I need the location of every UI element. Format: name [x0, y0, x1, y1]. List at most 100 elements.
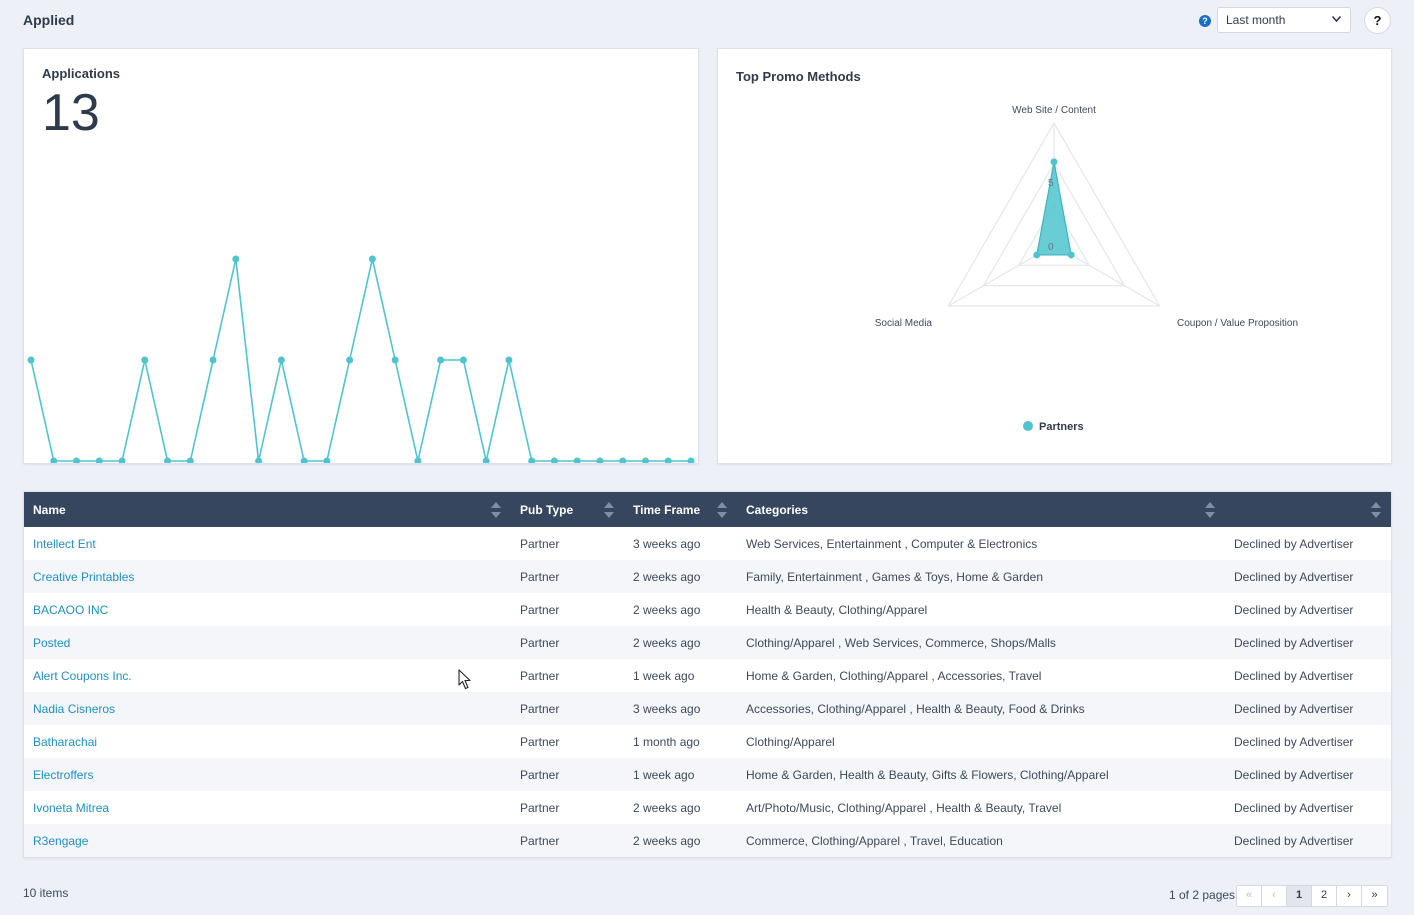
table-row[interactable]: R3engage Partner 2 weeks ago Commerce, Clot…	[24, 824, 1391, 857]
applications-point-23[interactable]	[550, 457, 558, 465]
table-row[interactable]: BACAOO INC Partner 2 weeks ago Health & Bea…	[24, 593, 1391, 626]
radar-point-1[interactable]	[1067, 251, 1075, 259]
applications-point-20[interactable]	[482, 457, 490, 465]
partner-name-link[interactable]: Electroffers	[33, 767, 94, 782]
applications-point-12[interactable]	[300, 457, 308, 465]
applications-point-14[interactable]	[346, 356, 354, 364]
chart-legend-partners[interactable]: Partners	[1023, 421, 1084, 433]
column-header-0[interactable]: Name	[24, 492, 511, 527]
radar-tick-label: 5	[1048, 178, 1054, 189]
table-cell: Home & Garden, Health & Beauty, Gifts & …	[737, 758, 1225, 791]
radar-point-2[interactable]	[1033, 251, 1041, 259]
info-icon[interactable]: ?	[1199, 15, 1211, 27]
applications-point-5[interactable]	[141, 356, 149, 364]
table-cell: Partner	[511, 560, 624, 593]
applications-point-17[interactable]	[414, 457, 422, 465]
applications-point-2[interactable]	[73, 457, 81, 465]
first-page-button[interactable]: «	[1237, 886, 1262, 906]
table-row[interactable]: Alert Coupons Inc. Partner 1 week ago Home …	[24, 659, 1391, 692]
applications-point-21[interactable]	[505, 356, 513, 364]
radar-grid-ring-0	[1017, 203, 1091, 266]
column-header-3[interactable]: Categories	[737, 492, 1225, 527]
applications-point-0[interactable]	[27, 356, 35, 364]
next-page-button[interactable]: ›	[1337, 886, 1362, 906]
table-cell: Declined by Advertiser	[1234, 800, 1354, 815]
partner-name-link[interactable]: BACAOO INC	[33, 602, 109, 617]
table-row[interactable]: Posted Partner 2 weeks ago Clothing/Apparel…	[24, 626, 1391, 659]
table-row[interactable]: Batharachai Partner 1 month ago Clothing/Ap…	[24, 725, 1391, 758]
applications-point-3[interactable]	[95, 457, 103, 465]
table-row[interactable]: Nadia Cisneros Partner 3 weeks ago Accessor…	[24, 692, 1391, 725]
table-cell: 2 weeks ago	[633, 602, 701, 617]
applications-point-1[interactable]	[50, 457, 58, 465]
partner-name-link[interactable]: Alert Coupons Inc.	[33, 668, 132, 683]
partner-name-link[interactable]: R3engage	[33, 833, 89, 848]
partner-name-link[interactable]: Creative Printables	[33, 569, 135, 584]
table-cell: 3 weeks ago	[633, 536, 701, 551]
sort-icon[interactable]	[717, 501, 727, 519]
applications-point-28[interactable]	[664, 457, 672, 465]
applications-point-18[interactable]	[437, 356, 445, 364]
applications-point-13[interactable]	[323, 457, 331, 465]
period-select[interactable]: Last month	[1217, 7, 1351, 33]
page-1-button[interactable]: 1	[1287, 886, 1312, 906]
applications-point-16[interactable]	[391, 356, 399, 364]
table-row[interactable]: Electroffers Partner 1 week ago Home & Gard…	[24, 758, 1391, 791]
partner-name-link[interactable]: Ivoneta Mitrea	[33, 800, 110, 815]
column-header-1[interactable]: Pub Type	[511, 492, 624, 527]
applications-point-10[interactable]	[255, 457, 263, 465]
table-cell: Electroffers	[24, 758, 511, 791]
last-page-button[interactable]: »	[1371, 889, 1378, 901]
table-cell: Declined by Advertiser	[1225, 692, 1391, 725]
applications-point-7[interactable]	[186, 457, 194, 465]
column-header-label: Name	[33, 502, 66, 517]
sort-icon[interactable]	[604, 501, 614, 519]
applications-point-11[interactable]	[277, 356, 285, 364]
partner-name-link[interactable]: Posted	[33, 635, 71, 650]
table-cell: Accessories, Clothing/Apparel , Health &…	[737, 692, 1225, 725]
applications-point-25[interactable]	[596, 457, 604, 465]
sort-icon[interactable]	[1371, 501, 1381, 519]
table-cell: Declined by Advertiser	[1225, 560, 1391, 593]
promo-methods-card: Top Promo Methods 0 5 Web Site / Content Co…	[717, 48, 1392, 464]
table-cell: Family, Entertainment , Games & Toys, Ho…	[737, 560, 1225, 593]
mouse-cursor-icon	[458, 669, 471, 690]
sort-icon[interactable]	[1205, 501, 1215, 519]
table-cell: Declined by Advertiser	[1234, 602, 1354, 617]
applications-point-15[interactable]	[368, 255, 376, 263]
table-cell: Alert Coupons Inc.	[24, 659, 511, 692]
column-header-2[interactable]: Time Frame	[624, 492, 737, 527]
legend-marker	[1023, 421, 1033, 431]
promo-methods-title: Top Promo Methods	[736, 69, 861, 84]
applications-point-27[interactable]	[641, 457, 649, 465]
partner-name-link[interactable]: Intellect Ent	[33, 536, 96, 551]
table-cell: Partner	[511, 824, 624, 857]
radar-grid-ring-1	[982, 162, 1126, 287]
chevron-down-icon	[1332, 16, 1341, 22]
applications-point-22[interactable]	[528, 457, 536, 465]
page-info: 1 of 2 pages	[1169, 888, 1236, 902]
table-row[interactable]: Ivoneta Mitrea Partner 2 weeks ago Art/Phot…	[24, 791, 1391, 824]
table-cell: Partner	[520, 602, 560, 617]
partner-name-link[interactable]: Nadia Cisneros	[33, 701, 116, 716]
applications-point-6[interactable]	[164, 457, 172, 465]
table-header-row: Name Pub Type Time Frame Categories	[24, 492, 1391, 527]
applications-point-4[interactable]	[118, 457, 126, 465]
partner-name-link[interactable]: Batharachai	[33, 734, 98, 749]
radar-point-0[interactable]	[1050, 158, 1058, 166]
page-2-button[interactable]: 2	[1312, 886, 1337, 906]
applications-title: Applications	[42, 66, 121, 81]
applications-point-8[interactable]	[209, 356, 217, 364]
table-row[interactable]: Creative Printables Partner 2 weeks ago Fam…	[24, 560, 1391, 593]
applications-point-9[interactable]	[232, 255, 240, 263]
column-header-4[interactable]	[1225, 492, 1391, 527]
applications-point-29[interactable]	[687, 457, 695, 465]
prev-page-button[interactable]: ‹	[1262, 886, 1287, 906]
sort-icon[interactable]	[491, 501, 501, 519]
table-row[interactable]: Intellect Ent Partner 3 weeks ago Web Servi…	[24, 527, 1391, 560]
applications-point-26[interactable]	[619, 457, 627, 465]
help-button[interactable]: ?	[1364, 7, 1391, 34]
applications-point-24[interactable]	[573, 457, 581, 465]
applications-point-19[interactable]	[459, 356, 467, 364]
period-select-value: Last month	[1226, 13, 1286, 27]
